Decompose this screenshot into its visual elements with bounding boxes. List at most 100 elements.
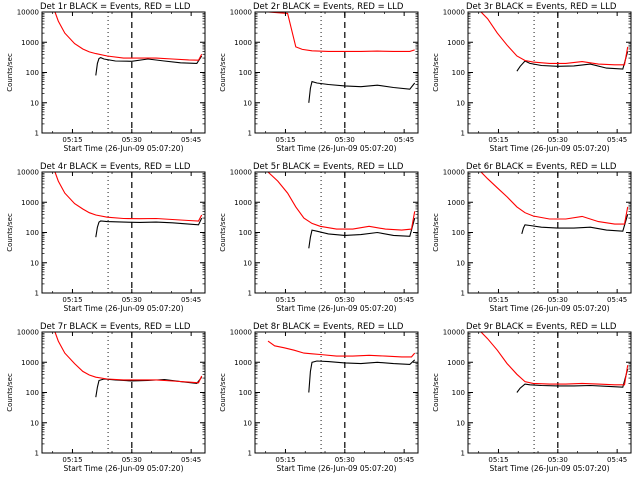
lld-series-line [480,332,629,386]
y-tick-label: 10 [243,99,252,107]
x-tick-label: 05:30 [548,456,568,464]
panel-title-detector: Det 6r [466,162,493,172]
x-tick-label: 05:15 [275,296,295,304]
x-axis-label: Start Time (26-Jun-09 05:07:20) [277,464,397,473]
series-group [267,340,416,393]
y-tick-label: 10 [456,99,465,107]
y-tick-label: 10000 [443,9,465,17]
y-tick-label: 1 [35,290,39,298]
panel-title: Det 8r BLACK = Events, RED = LLD [253,322,404,332]
x-axis-label: Start Time (26-Jun-09 05:07:20) [490,304,610,313]
chart-svg: Det 4r BLACK = Events, RED = LLD□1101001… [6,162,206,313]
y-tick-label: 1000 [234,199,252,207]
y-axis-label: Counts/sec [6,53,14,92]
y-tick-label: 10 [30,259,39,267]
y-tick-label: 1 [461,290,465,298]
chart-svg: Det 1r BLACK = Events, RED = LLD□1101001… [6,2,206,153]
panel-title-suffix: BLACK = Events, RED = LLD [69,2,190,12]
x-tick-label: 05:30 [122,296,142,304]
y-axis-label: Counts/sec [219,53,227,92]
y-axis-label: Counts/sec [6,373,14,412]
y-tick-label: 1 [248,450,252,458]
x-tick-label: 05:15 [62,456,82,464]
y-tick-label: 100 [452,229,465,237]
y-tick-label: 100 [26,69,39,77]
events-series-line [521,214,629,235]
panel-title: Det 9r BLACK = Events, RED = LLD [466,322,617,332]
y-tick-label: 10000 [230,329,252,337]
x-tick-label: 05:45 [607,296,627,304]
panel-title-suffix: BLACK = Events, RED = LLD [282,2,403,12]
y-tick-label: 1000 [234,359,252,367]
x-tick-label: 05:15 [488,136,508,144]
series-group [480,12,629,72]
y-tick-label: 10000 [230,169,252,177]
y-tick-label: 10 [456,419,465,427]
chart-svg: Det 5r BLACK = Events, RED = LLD□1101001… [219,162,419,313]
detector-panel-4: Det 4r BLACK = Events, RED = LLD□1101001… [0,160,213,320]
y-tick-label: 1000 [447,39,465,47]
chart-svg: Det 2r BLACK = Events, RED = LLD□1101001… [219,2,419,153]
events-series-line [308,80,416,103]
lld-series-line [480,12,629,66]
panel-title-detector: Det 5r [253,162,280,172]
x-tick-label: 05:30 [335,456,355,464]
x-tick-label: 05:30 [548,136,568,144]
lld-series-line [480,172,629,225]
panel-title-detector: Det 8r [253,322,280,332]
series-group [267,12,416,103]
x-tick-label: 05:30 [122,456,142,464]
events-series-line [516,51,629,72]
y-tick-label: 100 [239,229,252,237]
events-series-line [516,368,629,393]
y-tick-label: 1 [35,450,39,458]
chart-svg: Det 7r BLACK = Events, RED = LLD□1101001… [6,322,206,473]
y-tick-label: 1000 [21,39,39,47]
events-series-line [95,55,203,76]
panel-title-suffix: BLACK = Events, RED = LLD [495,322,616,332]
y-tick-label: 10000 [443,329,465,337]
chart-svg: Det 8r BLACK = Events, RED = LLD□1101001… [219,322,419,473]
y-axis-label: Counts/sec [432,213,440,252]
plot-frame [254,11,419,134]
lld-series-line [54,12,203,61]
y-tick-label: 1000 [21,199,39,207]
y-axis-label: Counts/sec [219,373,227,412]
x-tick-label: 05:45 [607,456,627,464]
x-axis-label: Start Time (26-Jun-09 05:07:20) [277,144,397,153]
series-group [480,172,629,235]
y-tick-label: 10000 [443,169,465,177]
y-tick-label: 10 [30,99,39,107]
panel-title: Det 3r BLACK = Events, RED = LLD [466,2,617,12]
plot-frame [467,11,632,134]
plot-frame [254,331,419,454]
y-axis-label: Counts/sec [219,213,227,252]
x-tick-label: 05:45 [181,456,201,464]
y-tick-label: 1 [461,130,465,138]
x-axis-label: Start Time (26-Jun-09 05:07:20) [64,144,184,153]
x-axis-label: Start Time (26-Jun-09 05:07:20) [490,464,610,473]
x-tick-label: 05:45 [607,136,627,144]
plot-frame [467,331,632,454]
panel-title-detector: Det 2r [253,2,280,12]
panel-title-suffix: BLACK = Events, RED = LLD [495,162,616,172]
chart-svg: Det 6r BLACK = Events, RED = LLD□1101001… [432,162,632,313]
panel-title: Det 4r BLACK = Events, RED = LLD [40,162,191,172]
x-tick-label: 05:30 [122,136,142,144]
x-tick-label: 05:15 [62,136,82,144]
lld-series-line [267,340,416,358]
y-tick-label: 10000 [17,169,39,177]
x-tick-label: 05:30 [335,296,355,304]
lld-series-line [54,332,203,384]
y-tick-label: 1 [248,290,252,298]
panel-title-detector: Det 1r [40,2,67,12]
x-tick-label: 05:45 [394,456,414,464]
panel-title-detector: Det 4r [40,162,67,172]
series-group [480,332,629,393]
detector-panel-2: Det 2r BLACK = Events, RED = LLD□1101001… [213,0,426,160]
x-axis-label: Start Time (26-Jun-09 05:07:20) [490,144,610,153]
panel-title: Det 5r BLACK = Events, RED = LLD [253,162,404,172]
panel-title-suffix: BLACK = Events, RED = LLD [495,2,616,12]
y-tick-label: 1 [35,130,39,138]
y-tick-label: 1 [248,130,252,138]
